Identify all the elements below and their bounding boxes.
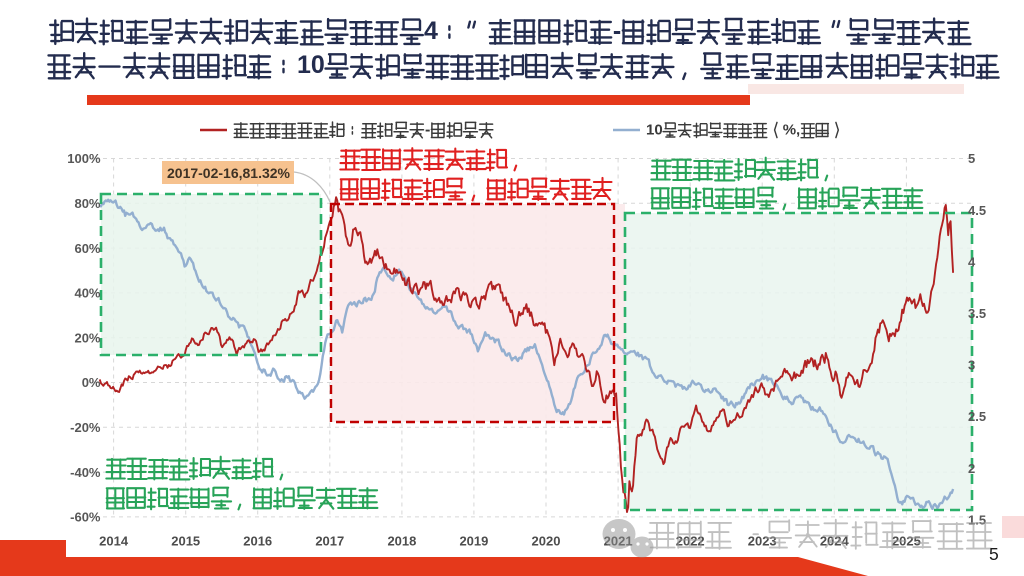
svg-text:10: 10	[646, 121, 663, 138]
svg-text:5: 5	[968, 151, 975, 166]
svg-text:-: -	[425, 122, 430, 139]
svg-text:10: 10	[297, 51, 325, 79]
svg-text:2014: 2014	[99, 534, 129, 549]
svg-text:1.5: 1.5	[968, 512, 986, 527]
svg-text:%,: %,	[783, 121, 801, 138]
svg-text:4: 4	[424, 17, 438, 45]
svg-text:0%: 0%	[82, 375, 101, 390]
svg-text:-60%: -60%	[70, 510, 101, 525]
svg-text:40%: 40%	[74, 286, 100, 301]
svg-text:2.5: 2.5	[968, 409, 986, 424]
svg-text:4: 4	[968, 254, 976, 269]
svg-text:2016: 2016	[243, 534, 272, 549]
svg-text:5: 5	[989, 544, 999, 564]
svg-text:2020: 2020	[532, 534, 561, 549]
svg-text:2023: 2023	[748, 534, 777, 549]
svg-text:20%: 20%	[74, 330, 100, 345]
svg-text:2: 2	[968, 461, 975, 476]
svg-text:2018: 2018	[387, 534, 416, 549]
svg-text:2019: 2019	[459, 534, 488, 549]
svg-text:60%: 60%	[74, 241, 100, 256]
svg-text:2017: 2017	[315, 534, 344, 549]
svg-text:-40%: -40%	[70, 465, 101, 480]
svg-text:80%: 80%	[74, 196, 100, 211]
svg-text:-: -	[613, 17, 621, 45]
svg-text:2015: 2015	[171, 534, 200, 549]
svg-text:-20%: -20%	[70, 420, 101, 435]
svg-text:3.5: 3.5	[968, 306, 986, 321]
svg-text:3: 3	[968, 358, 975, 373]
svg-text:4.5: 4.5	[968, 203, 986, 218]
svg-text:100%: 100%	[67, 151, 101, 166]
svg-text:2017-02-16,81.32%: 2017-02-16,81.32%	[167, 165, 291, 181]
